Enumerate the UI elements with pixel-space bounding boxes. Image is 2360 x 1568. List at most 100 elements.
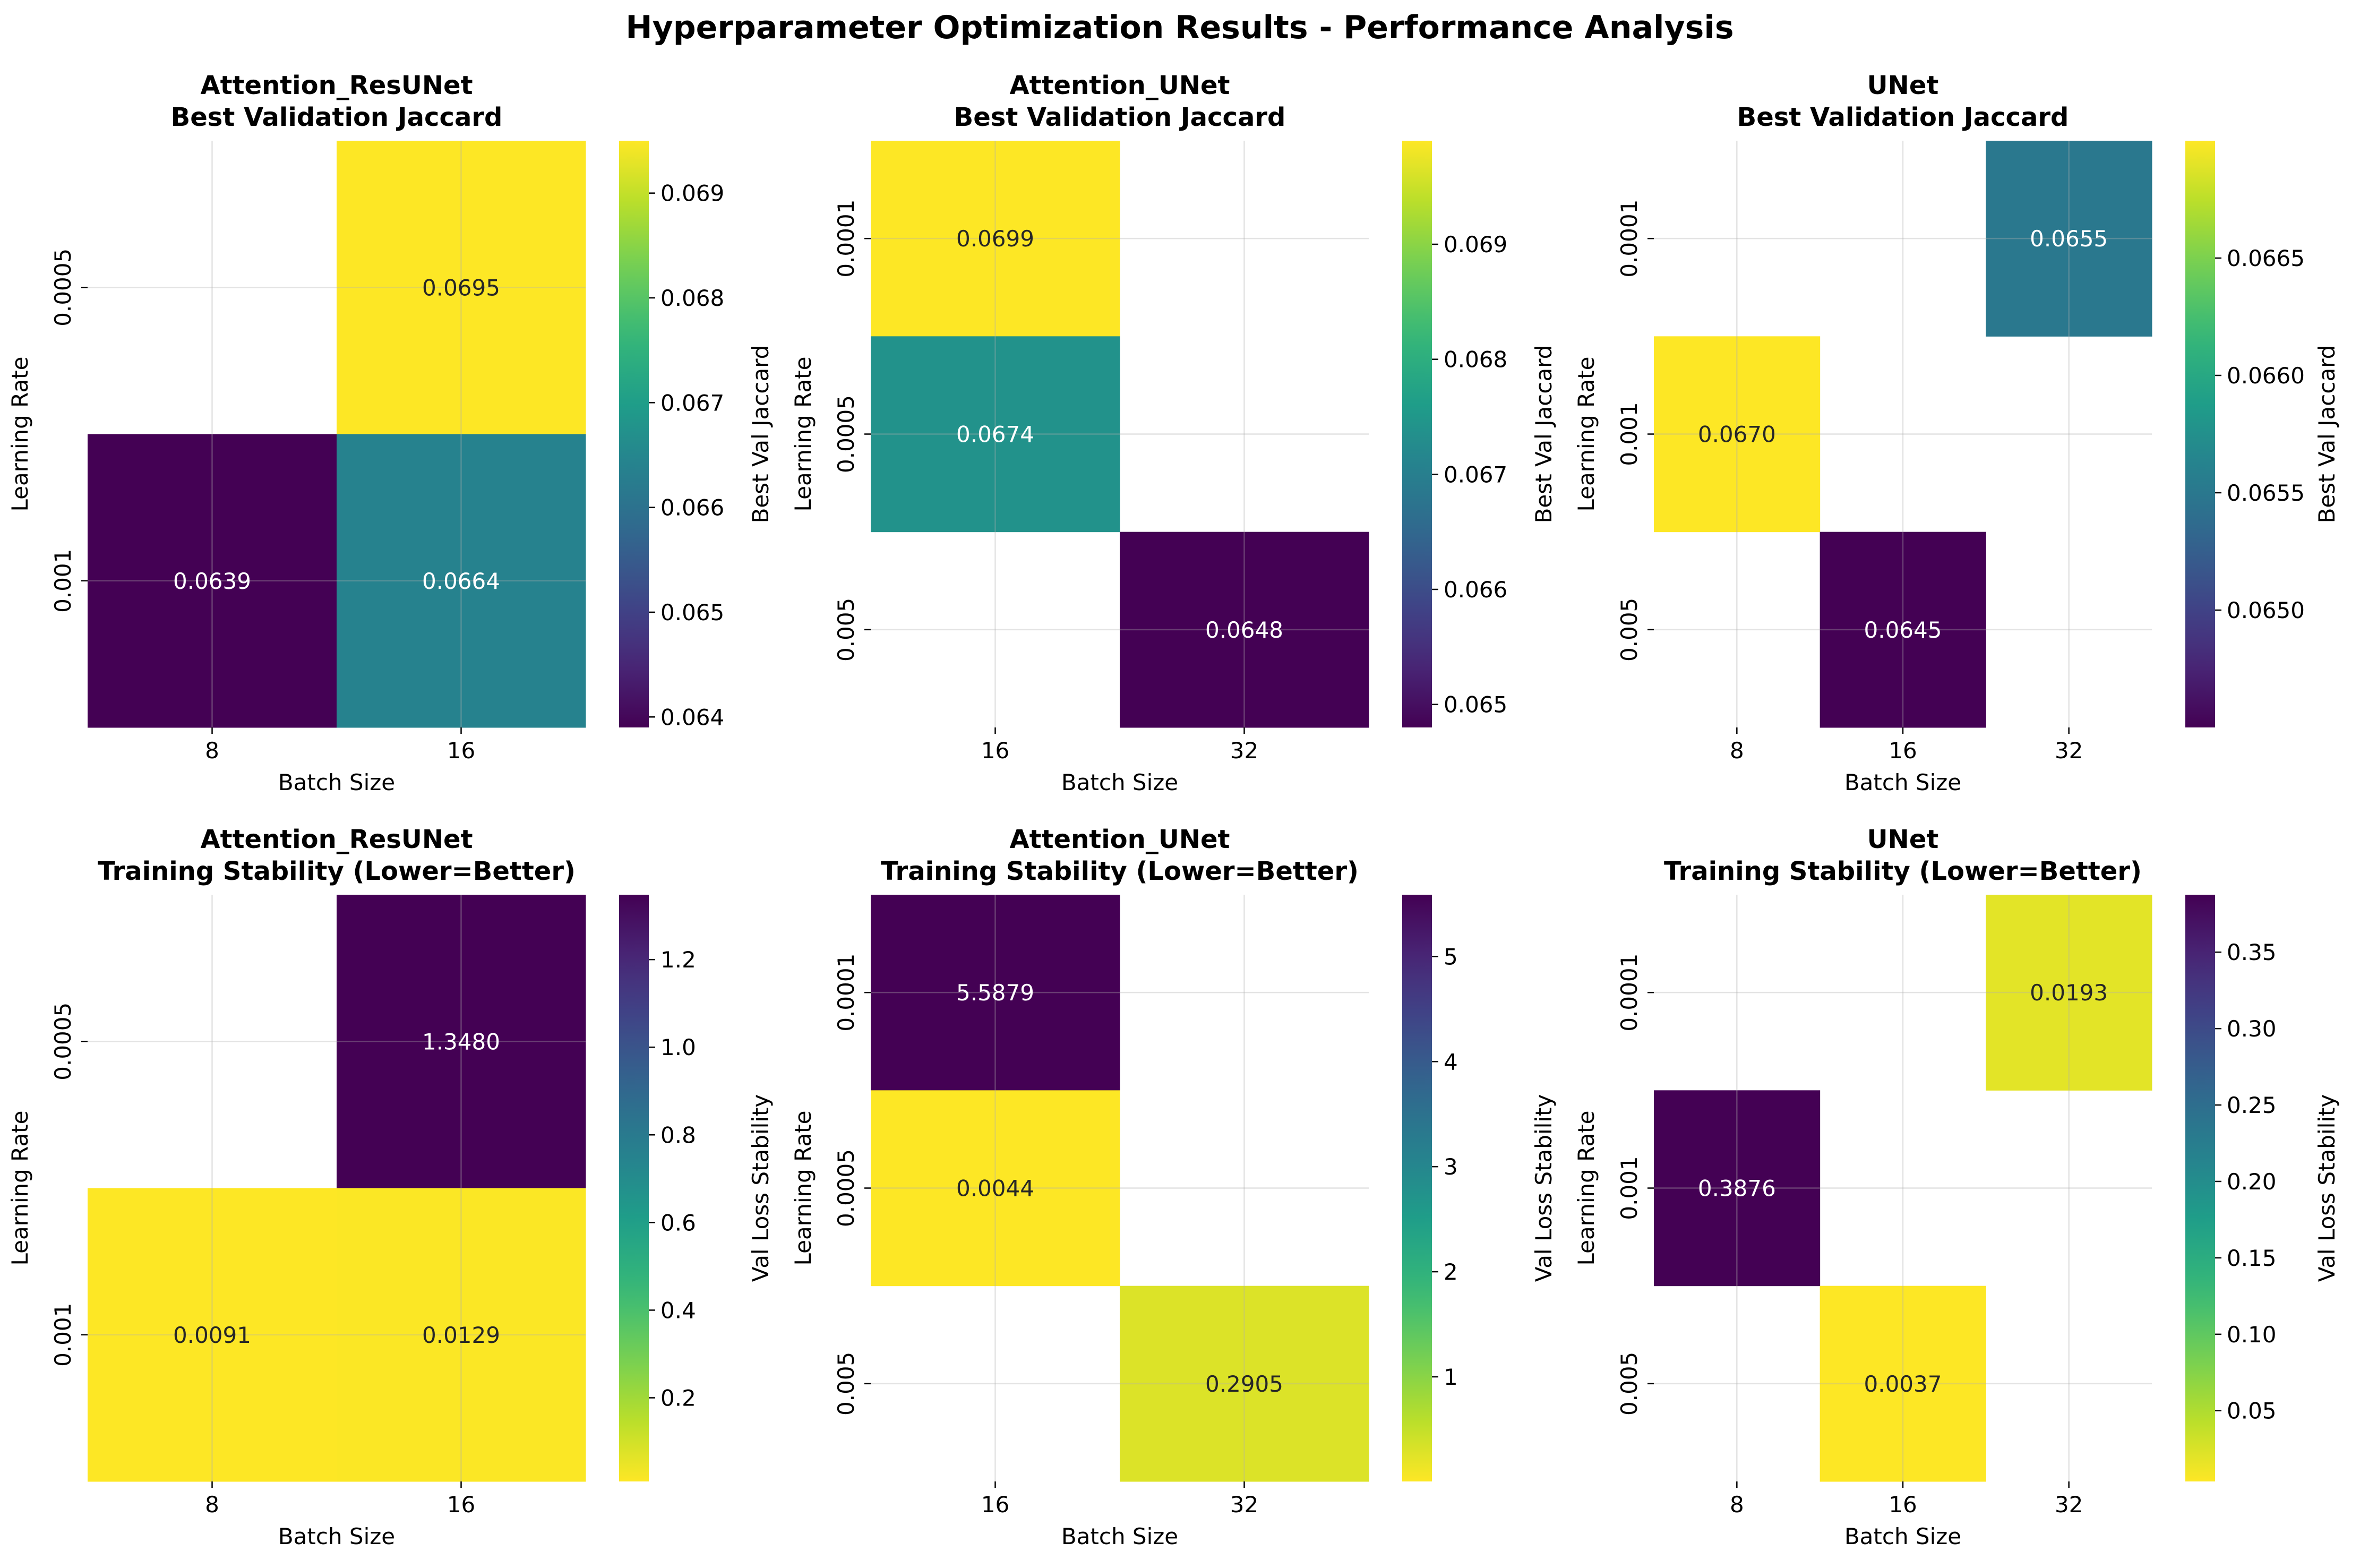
cell-value-label: 0.0674 [956,422,1034,448]
cell-value-label: 0.0129 [422,1322,500,1348]
colorbar-tick-label: 0.4 [660,1297,696,1323]
heatmap-cell [337,895,586,1188]
heatmap-cell [337,434,586,728]
x-tick-label: 16 [981,738,1009,764]
x-tick-label: 16 [1889,1492,1917,1518]
colorbar [1402,141,1432,727]
heatmap-cell [871,336,1120,533]
cell-value-label: 0.0044 [956,1176,1034,1202]
cell-value-label: 0.0037 [1864,1371,1942,1397]
y-axis-label: Learning Rate [1573,1111,1599,1266]
colorbar-tick-label: 0.068 [660,285,724,311]
colorbar-tick-label: 0.15 [2227,1245,2277,1271]
cell-value-label: 0.0695 [422,275,500,301]
colorbar-label: Best Val Jaccard [1531,345,1557,524]
cell-value-label: 0.0648 [1205,617,1283,643]
heatmap-cell [1120,532,1369,728]
y-tick-label: 0.001 [1616,1156,1642,1220]
heatmap-cell [1986,141,2152,337]
colorbar-tick-label: 0.6 [660,1210,696,1236]
colorbar-tick-label: 0.065 [1444,692,1507,718]
colorbar-tick-label: 0.8 [660,1122,696,1148]
cell-value-label: 0.0664 [422,568,500,594]
heatmap-cell [337,1188,586,1482]
heatmap-cell [1120,1286,1369,1482]
colorbar-label: Val Loss Stability [2314,1094,2340,1282]
heatmap-cell [871,895,1120,1091]
y-tick-label: 0.0005 [50,249,76,327]
panel-model-title: Attention_ResUNet [200,825,473,854]
colorbar [1402,895,1432,1481]
panel-subtitle: Best Validation Jaccard [1737,102,2069,132]
x-axis-label: Batch Size [1844,1523,1961,1549]
colorbar-tick-label: 0.067 [660,390,724,416]
cell-value-label: 0.0655 [2030,226,2108,252]
y-tick-label: 0.0005 [50,1003,76,1081]
colorbar-tick-label: 0.068 [1444,347,1507,373]
colorbar-tick-label: 0.069 [660,181,724,207]
y-tick-label: 0.0001 [1616,200,1642,278]
colorbar [2185,141,2215,727]
y-tick-label: 0.005 [833,598,859,662]
y-tick-label: 0.0005 [833,395,859,473]
heatmap-cell [1820,532,1986,728]
cell-value-label: 0.0639 [173,568,251,594]
x-tick-label: 16 [447,738,475,764]
y-tick-label: 0.001 [50,549,76,613]
heatmap-cell [1654,336,1821,533]
colorbar [619,895,649,1481]
panel-model-title: UNet [1867,71,1939,100]
colorbar-tick-label: 0.064 [660,704,724,730]
colorbar-tick-label: 1.0 [660,1034,696,1060]
y-tick-label: 0.005 [1616,598,1642,662]
cell-value-label: 0.3876 [1698,1176,1776,1202]
x-axis-label: Batch Size [1061,769,1178,795]
heatmap-cell [1820,1286,1986,1482]
cell-value-label: 0.0193 [2030,980,2108,1006]
x-tick-label: 16 [1889,738,1917,764]
colorbar-tick-label: 5 [1444,944,1458,970]
colorbar-label: Val Loss Stability [1531,1094,1557,1282]
panel-model-title: Attention_UNet [1010,825,1230,854]
colorbar-tick-label: 0.0665 [2227,245,2305,271]
colorbar-tick-label: 4 [1444,1049,1458,1075]
x-axis-label: Batch Size [1061,1523,1178,1549]
panel-subtitle: Best Validation Jaccard [954,102,1286,132]
colorbar [2185,895,2215,1481]
y-tick-label: 0.005 [833,1352,859,1416]
x-tick-label: 8 [1730,738,1744,764]
colorbar-tick-label: 0.20 [2227,1169,2277,1195]
colorbar-tick-label: 0.35 [2227,939,2277,965]
panel-model-title: UNet [1867,825,1939,854]
colorbar-tick-label: 1.2 [660,947,696,973]
colorbar-tick-label: 3 [1444,1154,1458,1180]
y-tick-label: 0.0001 [1616,954,1642,1032]
panel-subtitle: Training Stability (Lower=Better) [881,856,1359,886]
y-tick-label: 0.0001 [833,200,859,278]
panel-subtitle: Best Validation Jaccard [171,102,503,132]
colorbar-tick-label: 2 [1444,1259,1458,1285]
colorbar-label: Best Val Jaccard [2314,345,2340,524]
cell-value-label: 0.0645 [1864,617,1942,643]
cell-value-label: 0.0699 [956,226,1034,252]
heatmap-cell [337,141,586,434]
x-tick-label: 16 [447,1492,475,1518]
y-tick-label: 0.005 [1616,1352,1642,1416]
y-tick-label: 0.0001 [833,954,859,1032]
colorbar-tick-label: 0.0655 [2227,480,2305,506]
y-axis-label: Learning Rate [790,1111,816,1266]
x-tick-label: 32 [1230,738,1258,764]
colorbar-tick-label: 0.065 [660,599,724,626]
cell-value-label: 0.0091 [173,1322,251,1348]
heatmap-cell [1654,1090,1821,1287]
y-axis-label: Learning Rate [1573,357,1599,512]
colorbar-tick-label: 0.066 [1444,577,1507,603]
x-axis-label: Batch Size [278,769,395,795]
heatmap-cell [1986,895,2152,1091]
heatmap-cell [871,1090,1120,1287]
y-axis-label: Learning Rate [790,357,816,512]
x-tick-label: 32 [2055,1492,2083,1518]
